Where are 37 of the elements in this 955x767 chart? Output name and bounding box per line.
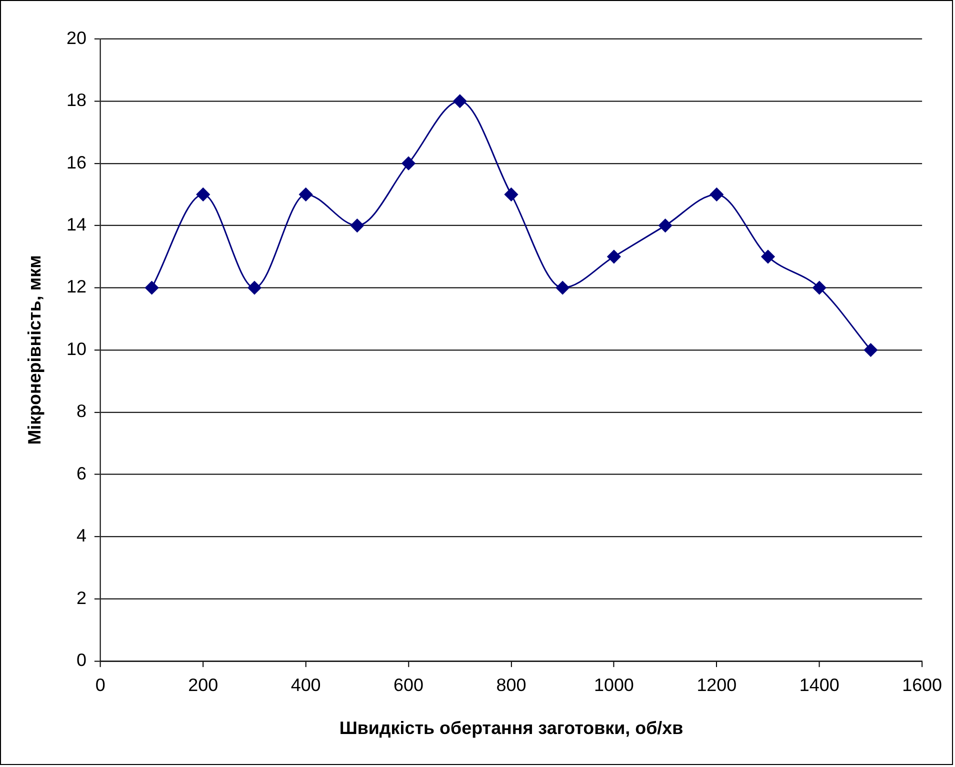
y-tick-label: 14: [66, 214, 86, 235]
y-tick-label: 0: [76, 650, 86, 670]
point: [196, 188, 210, 202]
point: [248, 281, 262, 295]
x-tick-label: 1600: [902, 674, 942, 695]
x-tick-label: 600: [394, 674, 424, 695]
point: [556, 281, 570, 295]
point: [504, 188, 518, 202]
y-tick-label: 2: [76, 588, 86, 608]
point: [864, 343, 878, 357]
y-tick-label: 10: [66, 338, 86, 359]
y-tick-label: 4: [76, 526, 86, 546]
x-tick-label: 400: [290, 674, 321, 695]
point: [761, 250, 775, 264]
point: [145, 281, 159, 295]
x-tick-label: 1400: [799, 674, 840, 695]
y-tick-label: 16: [66, 152, 86, 172]
point: [607, 250, 621, 264]
y-tick-label: 8: [76, 401, 86, 422]
point: [402, 156, 416, 170]
x-tick-label: 0: [95, 674, 106, 695]
point: [658, 218, 672, 232]
y-tick-label: 12: [66, 276, 86, 297]
x-tick-label: 200: [188, 674, 218, 695]
y-tick-label: 18: [66, 90, 86, 110]
y-tick-label: 6: [76, 463, 86, 484]
point: [453, 94, 467, 108]
x-tick-label: 800: [496, 674, 526, 695]
x-axis-title: Швидкість обертання заготовки, об/хв: [339, 718, 684, 738]
point: [710, 188, 724, 202]
y-axis-title: Мікронерівність, мкм: [24, 255, 45, 445]
x-tick-label: 1000: [594, 674, 634, 695]
point: [812, 281, 826, 295]
point: [350, 218, 364, 232]
y-tick-label: 20: [66, 28, 86, 48]
point: [299, 188, 313, 202]
x-tick-label: 1200: [696, 674, 737, 695]
